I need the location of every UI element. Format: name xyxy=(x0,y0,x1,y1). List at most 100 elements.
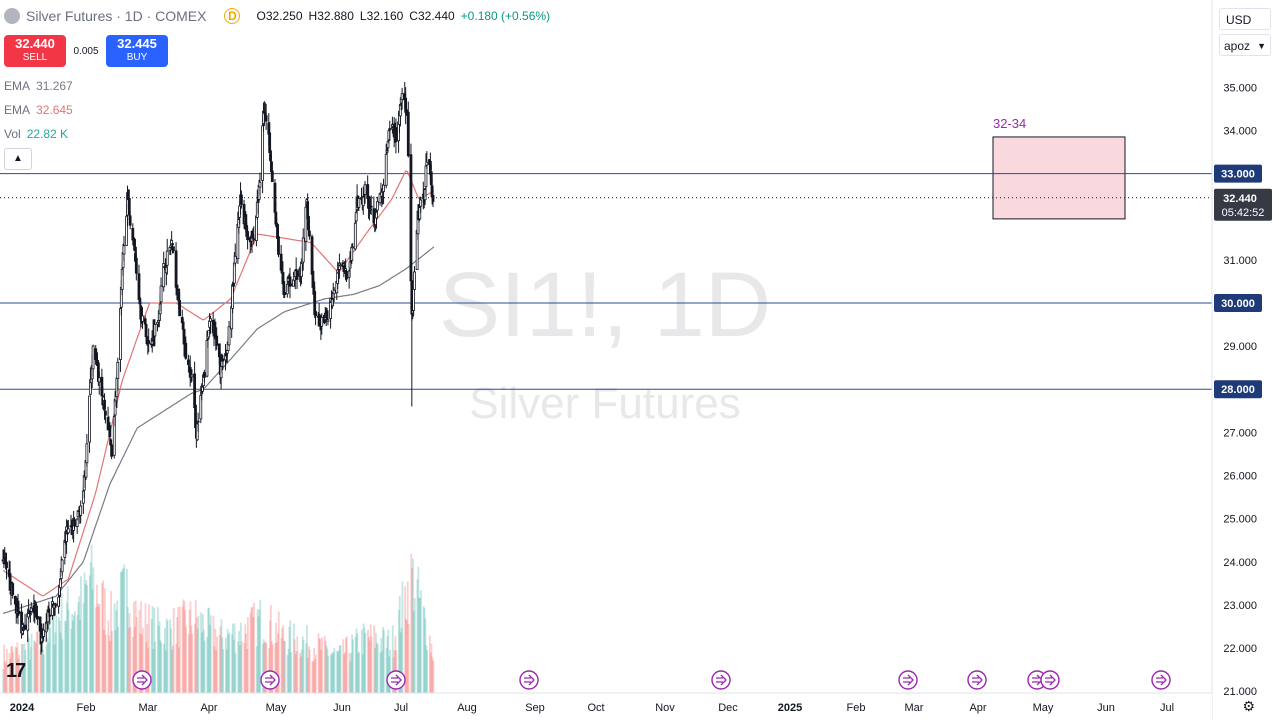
volume-bar xyxy=(251,606,254,693)
volume-bar xyxy=(269,605,272,693)
candle-body xyxy=(120,268,124,290)
candle-body xyxy=(195,423,199,441)
symbol-logo-icon[interactable] xyxy=(4,8,20,24)
candle-body xyxy=(375,201,379,211)
time-tick-label: Dec xyxy=(718,702,738,714)
event-marker-icon[interactable] xyxy=(519,670,539,690)
volume-bar xyxy=(389,650,391,693)
volume-bar xyxy=(325,645,328,693)
volume-bar xyxy=(277,611,280,693)
trade-panel: 32.440 SELL 0.005 32.445 BUY xyxy=(4,35,168,67)
volume-bar xyxy=(239,622,242,693)
unit-select[interactable]: apoz ▼ xyxy=(1219,34,1271,56)
price-tick-label: 27.000 xyxy=(1223,427,1257,439)
volume-bar xyxy=(276,642,278,693)
volume-bar xyxy=(418,597,421,693)
volume-bar xyxy=(423,608,426,693)
zone-rectangle[interactable] xyxy=(992,136,1126,220)
volume-bar xyxy=(185,626,187,693)
volume-bar xyxy=(398,595,401,693)
indicator-volume[interactable]: Vol 22.82 K xyxy=(4,127,68,141)
candle-body xyxy=(205,340,209,377)
volume-bar xyxy=(84,584,87,693)
volume-bar xyxy=(10,646,13,693)
volume-bar xyxy=(375,632,377,693)
volume-bar xyxy=(219,626,222,693)
price-zone[interactable]: 32-34 xyxy=(992,116,1126,220)
volume-bar xyxy=(410,553,413,693)
spread-value: 0.005 xyxy=(73,45,99,57)
volume-bar xyxy=(66,586,69,693)
volume-bar xyxy=(35,643,37,693)
symbol-title[interactable]: Silver Futures · 1D · COMEX xyxy=(26,8,207,24)
volume-bar xyxy=(42,649,44,693)
time-tick-label: Apr xyxy=(200,702,217,714)
event-marker-icon[interactable] xyxy=(898,670,918,690)
volume-bar xyxy=(337,650,340,693)
volume-bar xyxy=(246,617,249,693)
event-marker-icon[interactable] xyxy=(260,670,280,690)
event-marker-icon[interactable] xyxy=(386,670,406,690)
volume-bar xyxy=(277,633,279,693)
volume-bar xyxy=(55,615,58,693)
event-marker-icon[interactable] xyxy=(967,670,987,690)
candle-body xyxy=(165,250,169,266)
event-marker-icon[interactable] xyxy=(1151,670,1171,690)
volume-bar xyxy=(103,588,106,693)
event-marker-arrow xyxy=(391,674,402,686)
candle-body xyxy=(100,376,104,397)
volume-bar xyxy=(73,611,76,693)
volume-bar xyxy=(127,627,130,693)
volume-bar xyxy=(370,636,373,693)
volume-bar xyxy=(318,638,321,693)
volume-bar xyxy=(263,642,266,693)
time-tick-label: Oct xyxy=(587,702,604,714)
volume-bar xyxy=(30,633,33,693)
volume-bar xyxy=(238,631,240,693)
volume-bar xyxy=(375,642,378,693)
buy-button[interactable]: 32.445 BUY xyxy=(106,35,168,67)
volume-bar xyxy=(344,652,346,693)
candle-body xyxy=(108,425,112,437)
event-marker-icon[interactable] xyxy=(132,670,152,690)
event-marker-circle xyxy=(1151,670,1171,690)
event-marker-icon[interactable] xyxy=(711,670,731,690)
volume-bar xyxy=(23,643,26,693)
volume-bar xyxy=(405,620,408,693)
chevron-up-icon: ▲ xyxy=(13,153,23,164)
event-marker-icon[interactable] xyxy=(1040,670,1060,690)
data-source-badge[interactable]: D xyxy=(224,8,241,24)
volume-bar xyxy=(145,641,148,693)
candle-body xyxy=(196,420,200,423)
volume-bar xyxy=(426,650,429,693)
volume-bar xyxy=(194,624,196,693)
candle-body xyxy=(289,283,293,287)
candle-body xyxy=(431,194,435,202)
volume-bar xyxy=(206,637,209,693)
volume-bar xyxy=(20,644,23,693)
time-tick-label: Jul xyxy=(394,702,408,714)
candle-body xyxy=(386,141,390,149)
event-markers[interactable] xyxy=(132,670,1171,690)
volume-bar xyxy=(191,633,194,693)
sell-button[interactable]: 32.440 SELL xyxy=(4,35,66,67)
tradingview-logo-icon[interactable]: 17 xyxy=(6,660,26,682)
currency-select[interactable]: USD xyxy=(1219,8,1271,30)
volume-bar xyxy=(133,601,135,693)
candle-body xyxy=(283,292,287,295)
candle-body xyxy=(406,111,410,157)
collapse-legend-button[interactable]: ▲ xyxy=(4,148,32,170)
volume-bar xyxy=(104,634,107,693)
indicator-ema-slow[interactable]: EMA 31.267 xyxy=(4,79,73,93)
volume-bar xyxy=(349,661,352,693)
event-marker-arrow xyxy=(716,674,727,686)
gear-icon[interactable]: ⚙ xyxy=(1242,698,1255,714)
volume-bar xyxy=(2,669,5,693)
volume-bar xyxy=(382,627,384,693)
indicator-ema-fast[interactable]: EMA 32.645 xyxy=(4,103,73,117)
volume-bar xyxy=(294,654,297,693)
volume-bar xyxy=(97,606,100,693)
volume-bar xyxy=(385,648,388,693)
